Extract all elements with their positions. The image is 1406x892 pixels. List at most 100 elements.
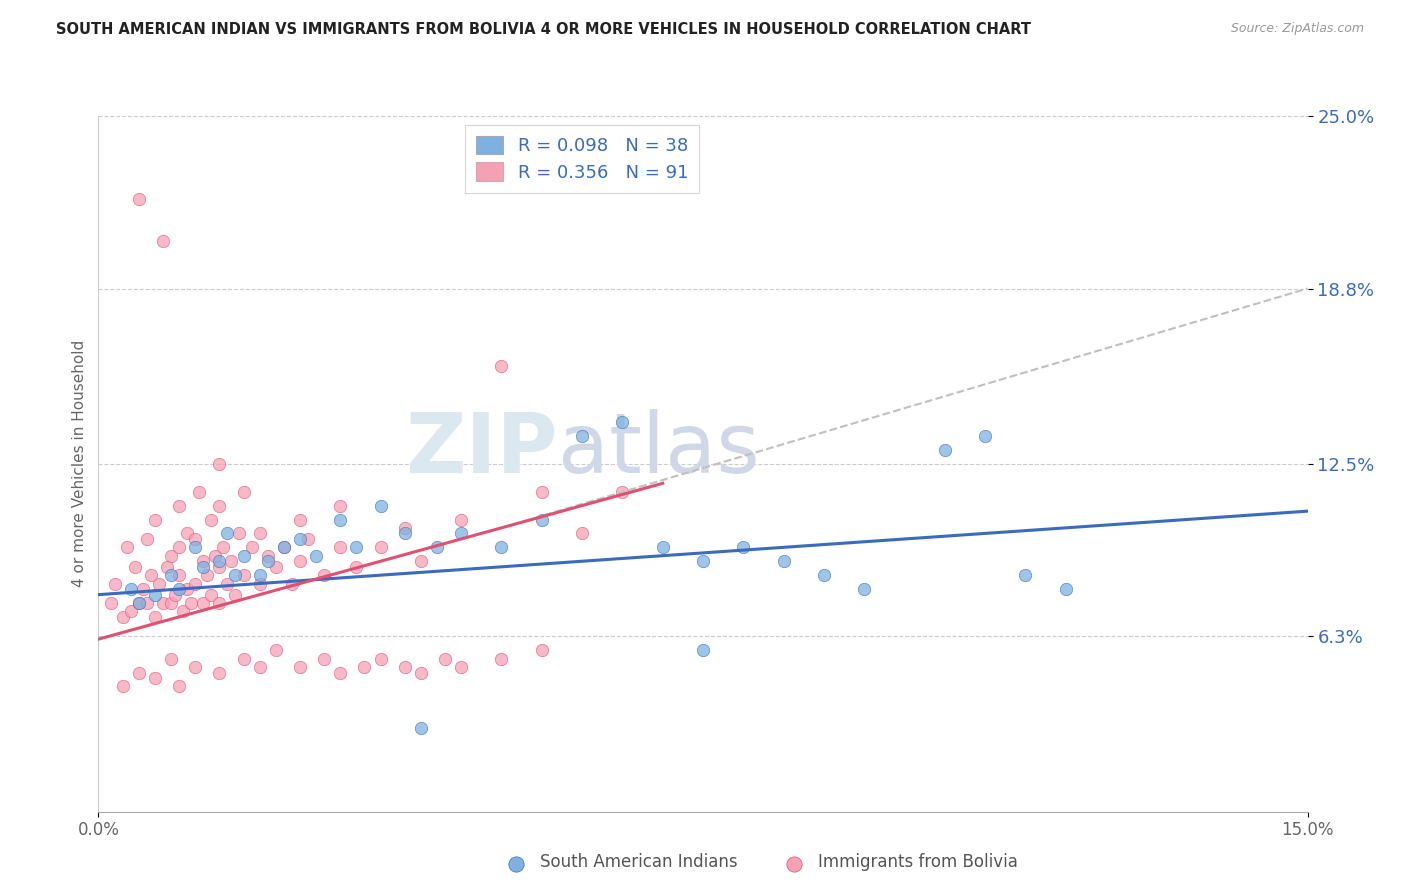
Point bbox=[135, 596, 157, 610]
Point bbox=[530, 512, 553, 526]
Point bbox=[409, 554, 432, 568]
Point bbox=[143, 610, 166, 624]
Point bbox=[156, 559, 179, 574]
Point bbox=[132, 582, 155, 596]
Point bbox=[184, 576, 207, 591]
Point bbox=[143, 512, 166, 526]
Text: Source: ZipAtlas.com: Source: ZipAtlas.com bbox=[1230, 22, 1364, 36]
Point bbox=[221, 554, 243, 568]
Point bbox=[288, 554, 311, 568]
Point bbox=[571, 429, 593, 443]
Point bbox=[314, 568, 336, 582]
Point bbox=[530, 484, 553, 499]
Point bbox=[240, 541, 263, 555]
Point bbox=[167, 582, 190, 596]
Point bbox=[204, 549, 226, 563]
Point bbox=[329, 499, 352, 513]
Point bbox=[172, 604, 194, 618]
Point bbox=[297, 532, 319, 546]
Point bbox=[200, 588, 222, 602]
Point bbox=[208, 457, 231, 471]
Point bbox=[163, 588, 186, 602]
Point bbox=[152, 596, 174, 610]
Text: Immigrants from Bolivia: Immigrants from Bolivia bbox=[818, 853, 1018, 871]
Point bbox=[200, 512, 222, 526]
Point bbox=[288, 512, 311, 526]
Point bbox=[120, 604, 142, 618]
Point bbox=[139, 568, 162, 582]
Point bbox=[353, 660, 375, 674]
Point bbox=[249, 526, 271, 541]
Point bbox=[167, 499, 190, 513]
Point bbox=[208, 499, 231, 513]
Point bbox=[288, 660, 311, 674]
Text: ZIP: ZIP bbox=[405, 409, 558, 491]
Point bbox=[208, 665, 231, 680]
Point bbox=[143, 588, 166, 602]
Point bbox=[329, 512, 352, 526]
Point bbox=[193, 559, 215, 574]
Point bbox=[394, 521, 416, 535]
Point bbox=[434, 651, 457, 665]
Point bbox=[193, 554, 215, 568]
Point bbox=[167, 680, 190, 694]
Text: South American Indians: South American Indians bbox=[540, 853, 737, 871]
Point bbox=[394, 526, 416, 541]
Point bbox=[264, 643, 287, 657]
Point bbox=[128, 596, 150, 610]
Point bbox=[651, 541, 673, 555]
Point bbox=[273, 541, 295, 555]
Point bbox=[212, 541, 235, 555]
Point bbox=[128, 596, 150, 610]
Point bbox=[217, 576, 239, 591]
Point bbox=[314, 651, 336, 665]
Point bbox=[612, 415, 634, 429]
Point bbox=[148, 576, 170, 591]
Point bbox=[176, 582, 198, 596]
Point bbox=[974, 429, 997, 443]
Point bbox=[167, 541, 190, 555]
Point bbox=[143, 671, 166, 685]
Point bbox=[232, 568, 254, 582]
Point bbox=[256, 554, 278, 568]
Point bbox=[249, 576, 271, 591]
Point bbox=[160, 596, 183, 610]
Point bbox=[530, 643, 553, 657]
Point bbox=[571, 526, 593, 541]
Point bbox=[426, 541, 449, 555]
Point bbox=[1054, 582, 1077, 596]
Point bbox=[160, 651, 183, 665]
Point bbox=[120, 582, 142, 596]
Point bbox=[305, 549, 328, 563]
Point bbox=[329, 665, 352, 680]
Point bbox=[934, 442, 956, 457]
Point bbox=[491, 541, 513, 555]
Point bbox=[184, 541, 207, 555]
Point bbox=[100, 596, 122, 610]
Point bbox=[370, 541, 392, 555]
Text: atlas: atlas bbox=[558, 409, 759, 491]
Point bbox=[111, 680, 134, 694]
Point bbox=[228, 526, 250, 541]
Point bbox=[232, 549, 254, 563]
Point bbox=[1014, 568, 1036, 582]
Point bbox=[135, 532, 157, 546]
Point bbox=[450, 526, 472, 541]
Point bbox=[264, 559, 287, 574]
Point bbox=[491, 651, 513, 665]
Point bbox=[195, 568, 218, 582]
Point bbox=[772, 554, 794, 568]
Point bbox=[612, 484, 634, 499]
Point bbox=[329, 541, 352, 555]
Point bbox=[160, 568, 183, 582]
Point bbox=[193, 596, 215, 610]
Point bbox=[188, 484, 211, 499]
Point bbox=[232, 651, 254, 665]
Point bbox=[394, 660, 416, 674]
Point bbox=[450, 660, 472, 674]
Point bbox=[180, 596, 202, 610]
Point bbox=[128, 665, 150, 680]
Point bbox=[176, 526, 198, 541]
Point bbox=[370, 651, 392, 665]
Point bbox=[167, 568, 190, 582]
